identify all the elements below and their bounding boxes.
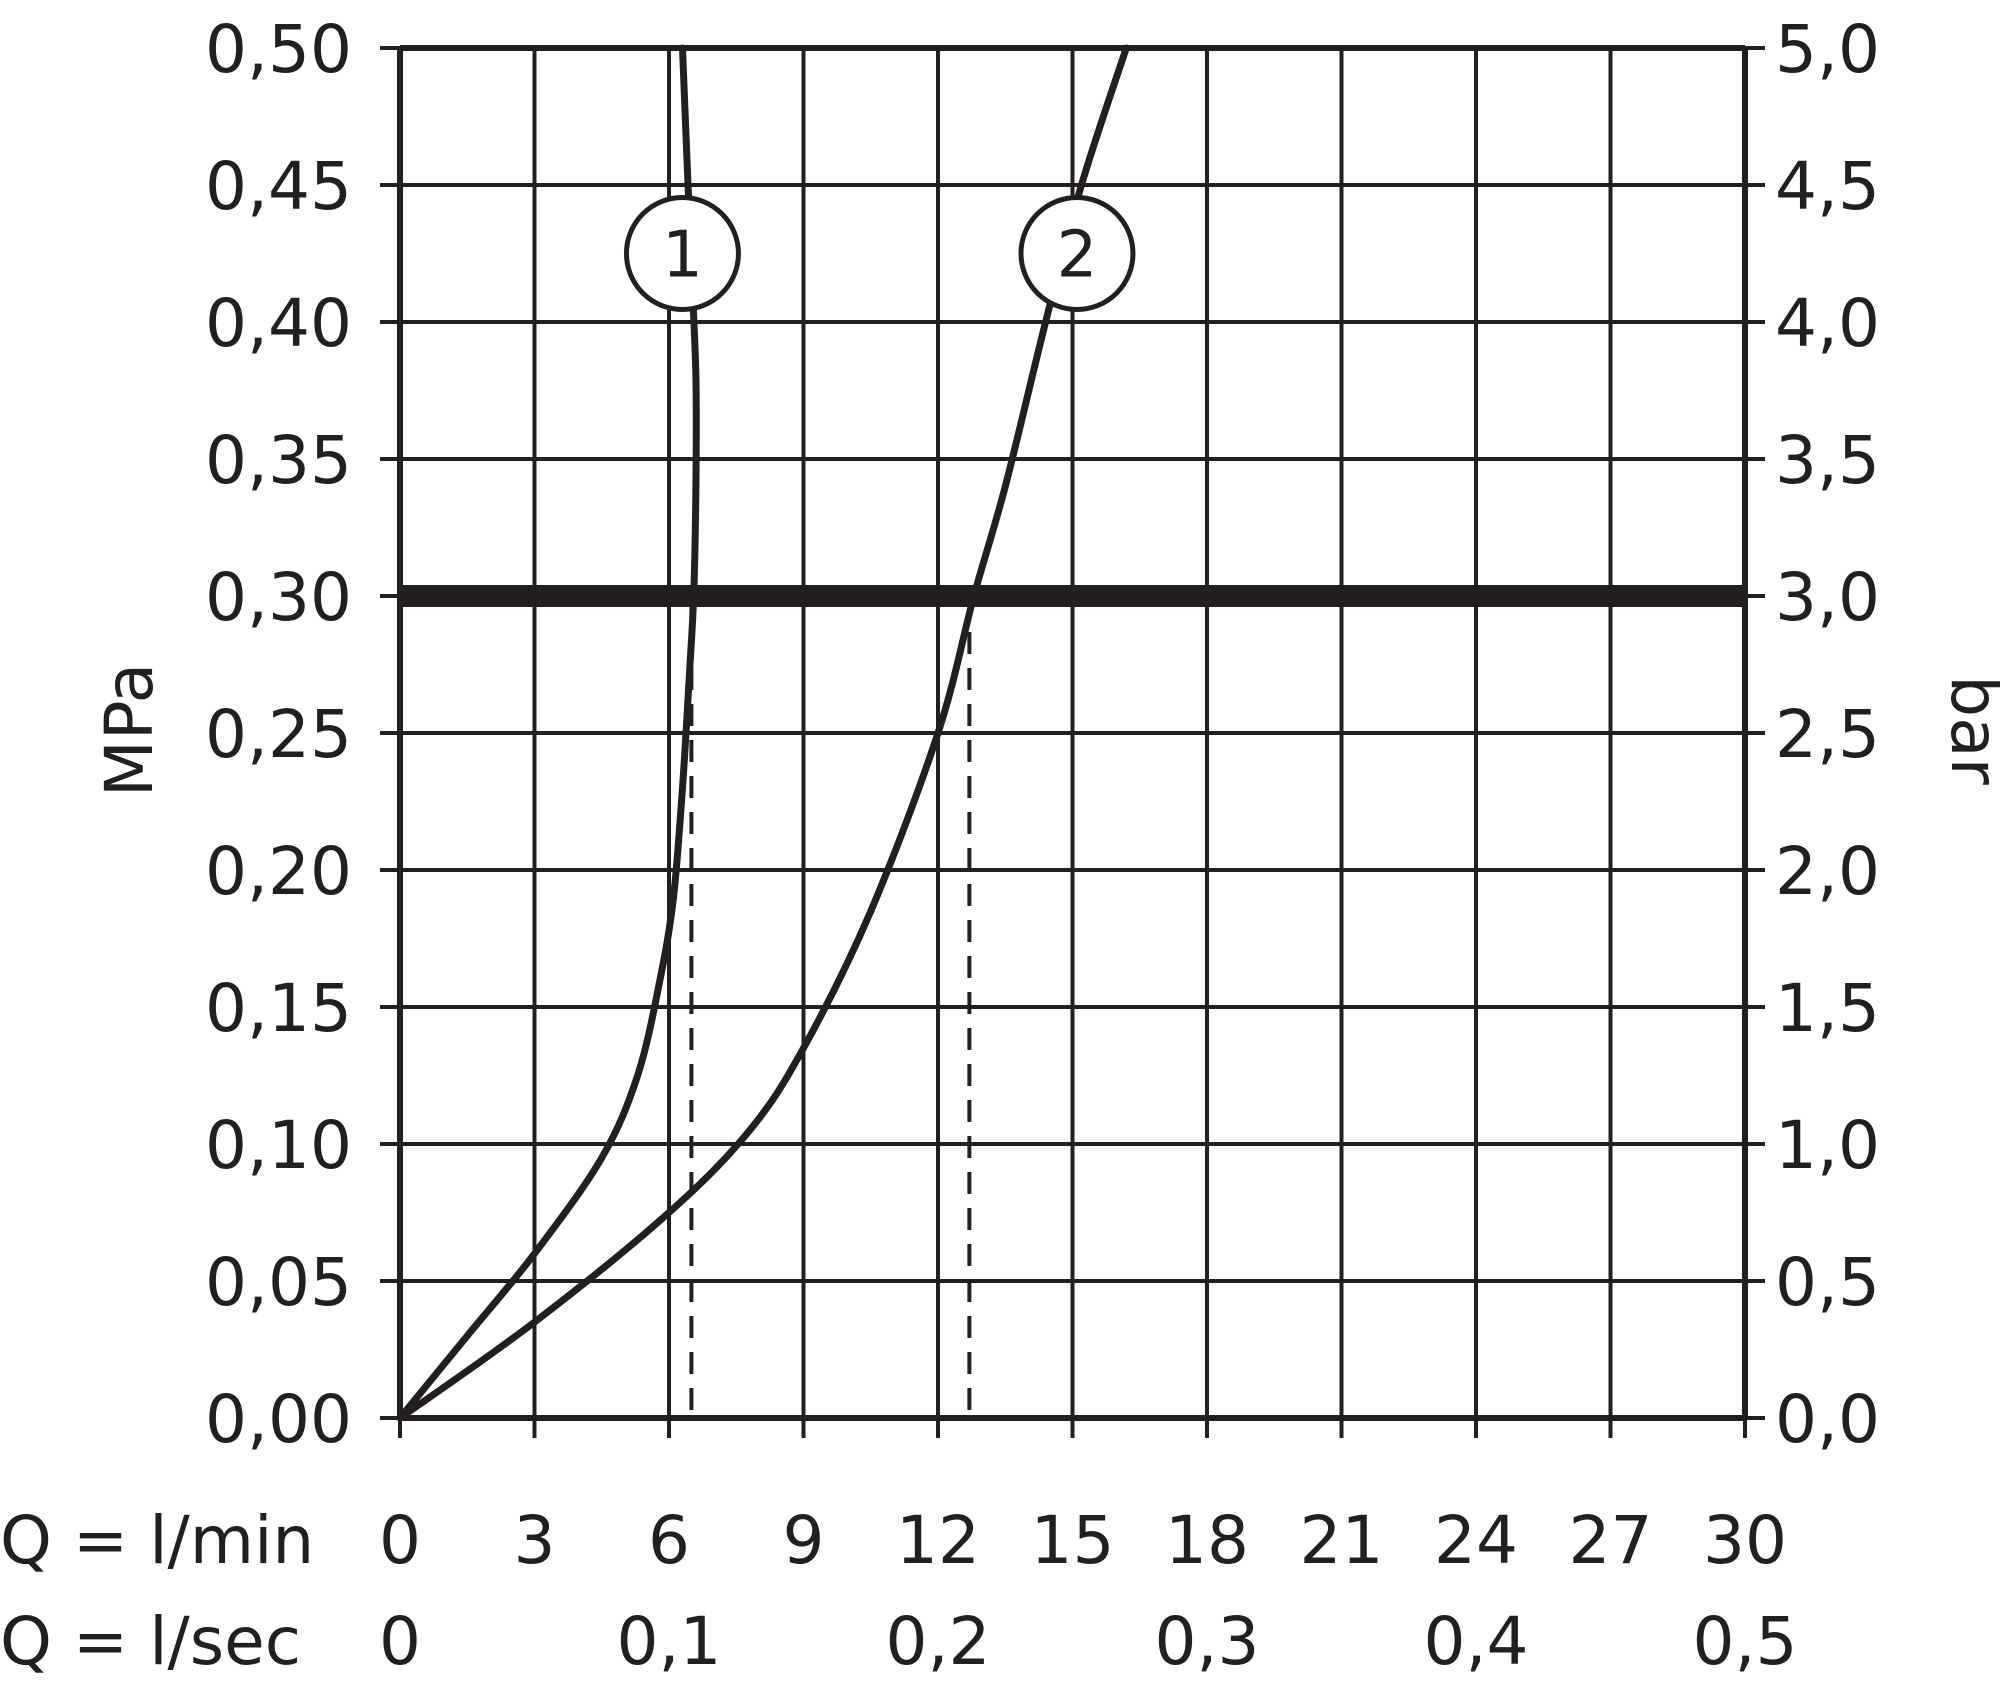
marker-label: 2 [1057, 219, 1098, 293]
y-tick-label: 0,50 [205, 11, 352, 88]
x-tick-label: 12 [896, 1502, 980, 1579]
y-tick-label: 0,25 [205, 696, 352, 773]
x2-tick-label: 0,5 [1693, 1603, 1798, 1680]
x-tick-label: 24 [1434, 1502, 1518, 1579]
y-tick-label: 0,35 [205, 422, 352, 499]
y-tick-label: 0,40 [205, 285, 352, 362]
y2-tick-label: 4,0 [1775, 285, 1880, 362]
x2-tick-label: 0,2 [886, 1603, 991, 1680]
y-tick-label: 0,45 [205, 148, 352, 225]
x-tick-label: 15 [1031, 1502, 1115, 1579]
y-tick-label: 0,15 [205, 970, 352, 1047]
series-1-marker: 1 [623, 195, 741, 312]
x-tick-label: 18 [1165, 1502, 1249, 1579]
x-tick-label: 0 [379, 1502, 421, 1579]
x-tick-label: 30 [1703, 1502, 1787, 1579]
y2-tick-label: 2,5 [1775, 696, 1880, 773]
y-tick-label: 0,30 [205, 559, 352, 636]
x-tick-label: 21 [1300, 1502, 1384, 1579]
right-axis-title: bar [1936, 675, 2000, 785]
y2-tick-label: 1,0 [1775, 1107, 1880, 1184]
x-tick-label: 6 [648, 1502, 690, 1579]
y2-tick-label: 3,0 [1775, 559, 1880, 636]
y-tick-label: 0,20 [205, 833, 352, 910]
y2-tick-label: 3,5 [1775, 422, 1880, 499]
x-tick-label: 27 [1569, 1502, 1653, 1579]
series-2-marker: 2 [1018, 195, 1136, 312]
marker-circle [623, 195, 741, 312]
y2-tick-label: 0,5 [1775, 1244, 1880, 1321]
marker-label: 1 [662, 219, 703, 293]
y-tick-label: 0,00 [205, 1381, 352, 1458]
x2-tick-label: 0,1 [617, 1603, 722, 1680]
x-axis-title-lmin: Q = l/min [0, 1502, 314, 1579]
y-tick-label: 0,10 [205, 1107, 352, 1184]
x2-tick-label: 0,4 [1424, 1603, 1529, 1680]
left-axis-title: MPa [91, 663, 168, 797]
x-tick-label: 3 [514, 1502, 556, 1579]
y2-tick-label: 4,5 [1775, 148, 1880, 225]
y2-tick-label: 1,5 [1775, 970, 1880, 1047]
y2-tick-label: 2,0 [1775, 833, 1880, 910]
y-tick-label: 0,05 [205, 1244, 352, 1321]
marker-circle [1018, 195, 1136, 312]
x-tick-label: 9 [783, 1502, 825, 1579]
x-axis-title-lsec: Q = l/sec [0, 1603, 301, 1680]
x2-tick-label: 0 [379, 1603, 421, 1680]
y2-tick-label: 5,0 [1775, 11, 1880, 88]
y2-tick-label: 0,0 [1775, 1381, 1880, 1458]
x2-tick-label: 0,3 [1155, 1603, 1260, 1680]
